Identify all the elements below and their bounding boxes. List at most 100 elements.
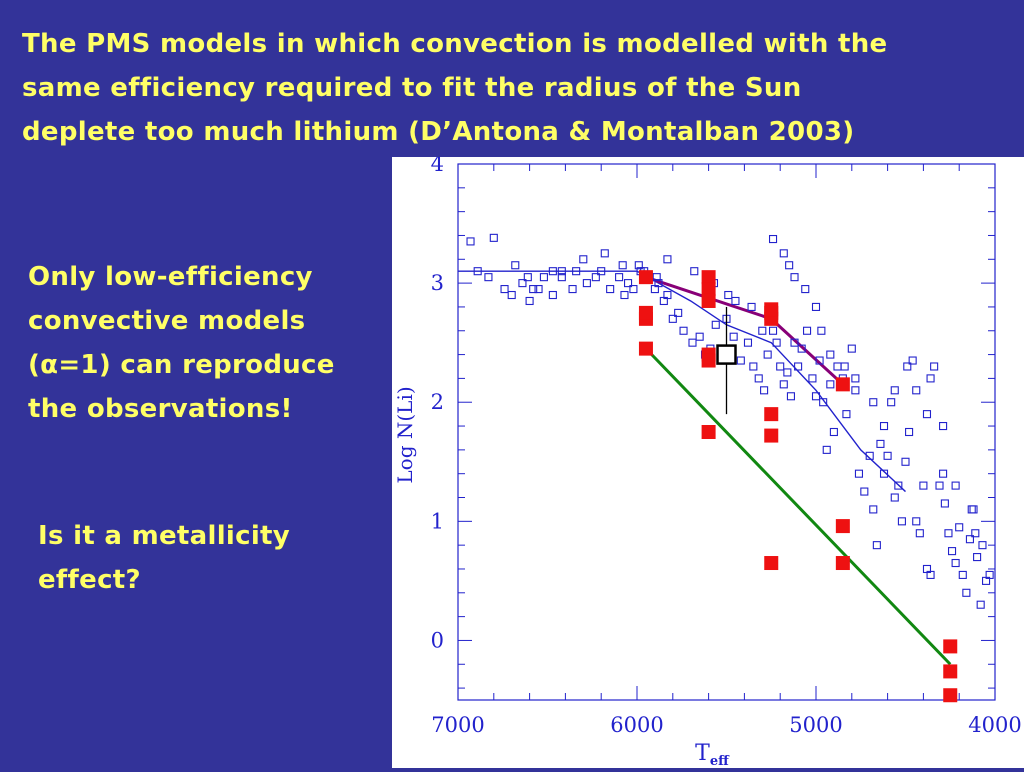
observed-star-point [847,344,856,353]
observed-star-point [851,386,860,395]
observed-star-point [926,374,935,383]
observed-star-point [695,332,704,341]
observed-star-point [779,380,788,389]
model-point [638,270,653,285]
observed-star-point [842,410,851,419]
observed-star-point [473,267,482,276]
model-point [764,302,779,317]
observed-star-point [736,356,745,365]
y-axis-label: Log N(Li) [393,386,417,483]
observed-star-point [894,481,903,490]
observed-star-point [879,421,889,431]
observed-star-point [489,233,498,242]
observed-star-point [801,285,810,294]
title-line-2: same efficiency required to fit the radi… [22,73,802,103]
observed-star-point [518,279,527,288]
observed-star-point [815,356,824,365]
observed-star-point [568,285,577,294]
observed-star-point [829,427,838,437]
conclusion-line-4: the observations! [28,394,293,424]
observed-star-point [912,517,921,526]
observed-star-point [688,338,697,347]
observed-star-point [600,249,609,258]
observed-star-point [768,326,778,335]
observed-star-point [674,308,683,317]
model-point [638,341,653,356]
observed-star-point [872,541,881,550]
observed-star-point [819,398,828,407]
observed-star-point [915,529,924,538]
sun-marker [716,344,737,365]
observed-star-point [507,290,516,300]
observed-star-point [967,505,976,514]
observed-star-point [901,457,910,466]
observed-star-point [860,487,869,496]
observed-star-point [529,285,538,294]
observed-star-point [634,261,643,270]
y-tick-label: 3 [431,271,444,295]
model-point [764,556,779,571]
observed-star-point [808,374,817,383]
observed-star-point [865,451,874,460]
x-tick-label: 6000 [610,713,663,737]
observed-star-point [802,326,812,335]
observed-star-point [500,285,509,294]
observed-star-point [484,273,493,282]
x-axis-label-main: T [695,741,710,766]
observed-star-point [582,279,591,288]
observed-star-point [724,290,733,300]
observed-star-point [690,267,699,276]
observed-star-point [794,362,803,371]
observed-star-point [944,529,953,538]
observed-star-point [851,374,860,383]
observed-star-point [903,362,912,371]
x-tick-label: 4000 [968,713,1021,737]
observed-star-point [711,320,720,329]
observed-star-point [790,273,799,282]
slide-title: The PMS models in which convection is mo… [22,22,1012,154]
observed-star-point [760,386,769,395]
x-tick-label: 5000 [789,713,842,737]
observed-star-point [958,570,967,579]
observed-star-point [940,499,949,508]
observed-star-point [772,338,781,347]
observed-star-point [606,285,615,294]
observed-star-point [919,481,928,490]
observed-star-point [811,302,821,311]
model-point [701,353,716,368]
observed-star-point [511,261,520,270]
observed-star-point [749,362,758,371]
observed-star-point [879,469,889,478]
model-point [835,556,850,571]
observed-star-point [926,570,935,579]
observed-star-point [548,290,557,300]
observed-star-point [779,249,788,258]
observed-star-point [876,439,885,448]
observed-star-point [826,380,835,389]
observed-star-point [629,285,638,294]
y-tick-label: 2 [431,390,444,414]
observed-star-point [887,398,896,407]
model-point [701,425,716,439]
observed-star-point [539,273,548,282]
observed-star-point [890,493,899,502]
observed-star-point [912,386,921,395]
model-point [835,377,850,392]
observed-star-point [883,451,892,460]
observed-star-point [776,362,785,371]
observed-star-point [971,529,980,538]
observed-star-point [973,553,982,562]
observed-star-point [840,362,849,371]
observed-star-point [548,267,557,276]
observed-star-point [743,338,753,347]
observed-star-point [955,523,964,532]
y-tick-label: 1 [431,509,444,533]
observed-star-point [797,344,806,353]
observed-star-point [935,481,944,490]
model-point [701,293,716,308]
lithium-temperature-chart: 7000 6000 5000 4000 0 1 2 3 4 Log N(Li) Teff [393,152,1022,769]
observed-star-point [785,261,794,270]
observed-star-point [947,547,957,556]
y-tick-label: 4 [431,157,444,176]
observed-star-point [786,392,795,401]
